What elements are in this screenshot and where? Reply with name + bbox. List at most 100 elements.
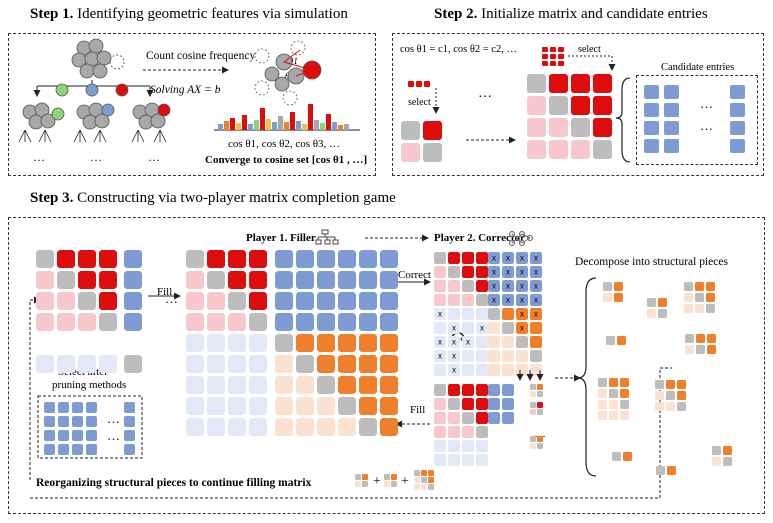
corrector-top-right-cell xyxy=(502,336,514,348)
tiny-piece xyxy=(537,402,543,408)
pruning-cell xyxy=(44,430,55,441)
candidate-ellipsis-2: … xyxy=(700,118,713,133)
filler-left-cell xyxy=(228,313,246,331)
filler-right-cell xyxy=(338,376,356,394)
filler-right-cell xyxy=(275,334,293,352)
left-matrix-cell xyxy=(99,355,117,373)
corrector-top-right-cell xyxy=(516,364,528,376)
select-red-block xyxy=(542,47,564,66)
filler-right-cell xyxy=(317,334,335,352)
step1-panel xyxy=(8,33,376,176)
filler-right-cell xyxy=(296,250,314,268)
pruning-cell-right xyxy=(124,402,135,413)
filler-right-cell xyxy=(359,376,377,394)
structural-piece-cell xyxy=(609,411,618,420)
structural-piece-cell xyxy=(685,345,694,354)
step3-number: Step 3. xyxy=(30,190,74,206)
structural-piece-cell xyxy=(677,402,686,411)
x-mark: x xyxy=(534,282,538,291)
filler-right-cell xyxy=(380,313,398,331)
corrector-top-right-cell xyxy=(530,252,542,264)
cosine-histogram xyxy=(214,104,360,131)
structural-piece-cell xyxy=(603,282,612,291)
corrector-top-left-cell xyxy=(448,294,460,306)
structural-piece-cell xyxy=(695,304,704,313)
structural-piece-cell xyxy=(706,282,715,291)
left-matrix-cell xyxy=(78,271,96,289)
corrector-bottom-left-cell xyxy=(476,398,488,410)
corrector-top-left-cell xyxy=(476,364,488,376)
corrector-top-left-cell xyxy=(434,336,446,348)
corrector-top-right-cell xyxy=(530,350,542,362)
left-matrix-cell xyxy=(57,271,75,289)
reorganize-piece xyxy=(355,481,361,487)
structural-piece-cell xyxy=(712,457,721,466)
corrector-top-right-cell xyxy=(516,308,528,320)
reorganize-piece xyxy=(428,484,434,490)
filler-right-cell xyxy=(317,292,335,310)
corrector-top-right-cell xyxy=(488,266,500,278)
corrector-top-left-cell xyxy=(462,266,474,278)
structural-piece-cell xyxy=(696,345,705,354)
corrector-bottom-right-cell xyxy=(488,384,500,396)
structural-piece-cell xyxy=(598,400,607,409)
corrector-top-right-cell xyxy=(530,294,542,306)
filler-right-cell xyxy=(275,397,293,415)
structural-piece-cell xyxy=(620,389,629,398)
left-matrix-cell xyxy=(57,292,75,310)
filler-right-cell xyxy=(380,250,398,268)
filler-right-cell xyxy=(317,250,335,268)
filler-right-cell xyxy=(338,250,356,268)
tiny-piece xyxy=(537,384,543,390)
left-matrix-cell xyxy=(57,250,75,268)
corrector-bottom-left-cell xyxy=(462,398,474,410)
structural-piece-cell xyxy=(695,293,704,302)
filler-left-cell xyxy=(249,292,267,310)
corrector-top-left-cell xyxy=(462,280,474,292)
filler-left-cell xyxy=(228,334,246,352)
structural-piece-cell xyxy=(666,402,675,411)
pruning-cell xyxy=(58,444,69,455)
tree-ellipsis-2: … xyxy=(90,150,102,164)
filler-right-cell xyxy=(380,292,398,310)
structural-piece-cell xyxy=(598,378,607,387)
filler-left-cell xyxy=(228,355,246,373)
corrector-top-right-cell xyxy=(502,350,514,362)
filler-right-cell xyxy=(275,376,293,394)
filler-left-cell xyxy=(228,397,246,415)
filler-left-cell xyxy=(249,313,267,331)
structural-piece-cell xyxy=(696,334,705,343)
pruning-cell-right xyxy=(124,444,135,455)
step3-panel xyxy=(8,217,765,514)
corrector-top-right-cell xyxy=(502,322,514,334)
structural-piece-cell xyxy=(623,452,632,461)
filler-left-cell xyxy=(228,271,246,289)
init-matrix-small xyxy=(401,121,442,162)
corrector-bottom-left-cell xyxy=(462,412,474,424)
corrector-top-left-cell xyxy=(462,350,474,362)
filler-left-cell xyxy=(207,355,225,373)
x-mark: x xyxy=(534,296,538,305)
corrector-top-left-cell xyxy=(462,336,474,348)
structural-piece-cell xyxy=(677,380,686,389)
select-red-cells xyxy=(408,81,430,87)
reorganize-piece xyxy=(421,470,427,476)
structural-piece-cell xyxy=(647,298,656,307)
converge-label: Converge to cosine set [cos θ1 , …] xyxy=(205,154,368,166)
reorganize-piece xyxy=(362,474,368,480)
cos-equation: cos θ1 = c1, cos θ2 = c2, … xyxy=(400,44,517,55)
x-mark: x xyxy=(438,310,442,319)
left-matrix-cell xyxy=(99,250,117,268)
structural-piece-cell xyxy=(598,411,607,420)
corrector-ellipsis: … xyxy=(534,426,546,440)
fill-label-right: Fill xyxy=(410,404,426,416)
corrector-bottom-right-cell xyxy=(488,398,500,410)
left-matrix-cell xyxy=(78,250,96,268)
tiny-piece xyxy=(530,409,536,415)
left-candidate-cell xyxy=(124,313,142,331)
filler-right-cell xyxy=(359,292,377,310)
candidate-label: Candidate entries xyxy=(661,62,735,73)
x-mark: x xyxy=(520,310,524,319)
structural-piece-cell xyxy=(706,293,715,302)
loop-arrow xyxy=(30,367,672,499)
